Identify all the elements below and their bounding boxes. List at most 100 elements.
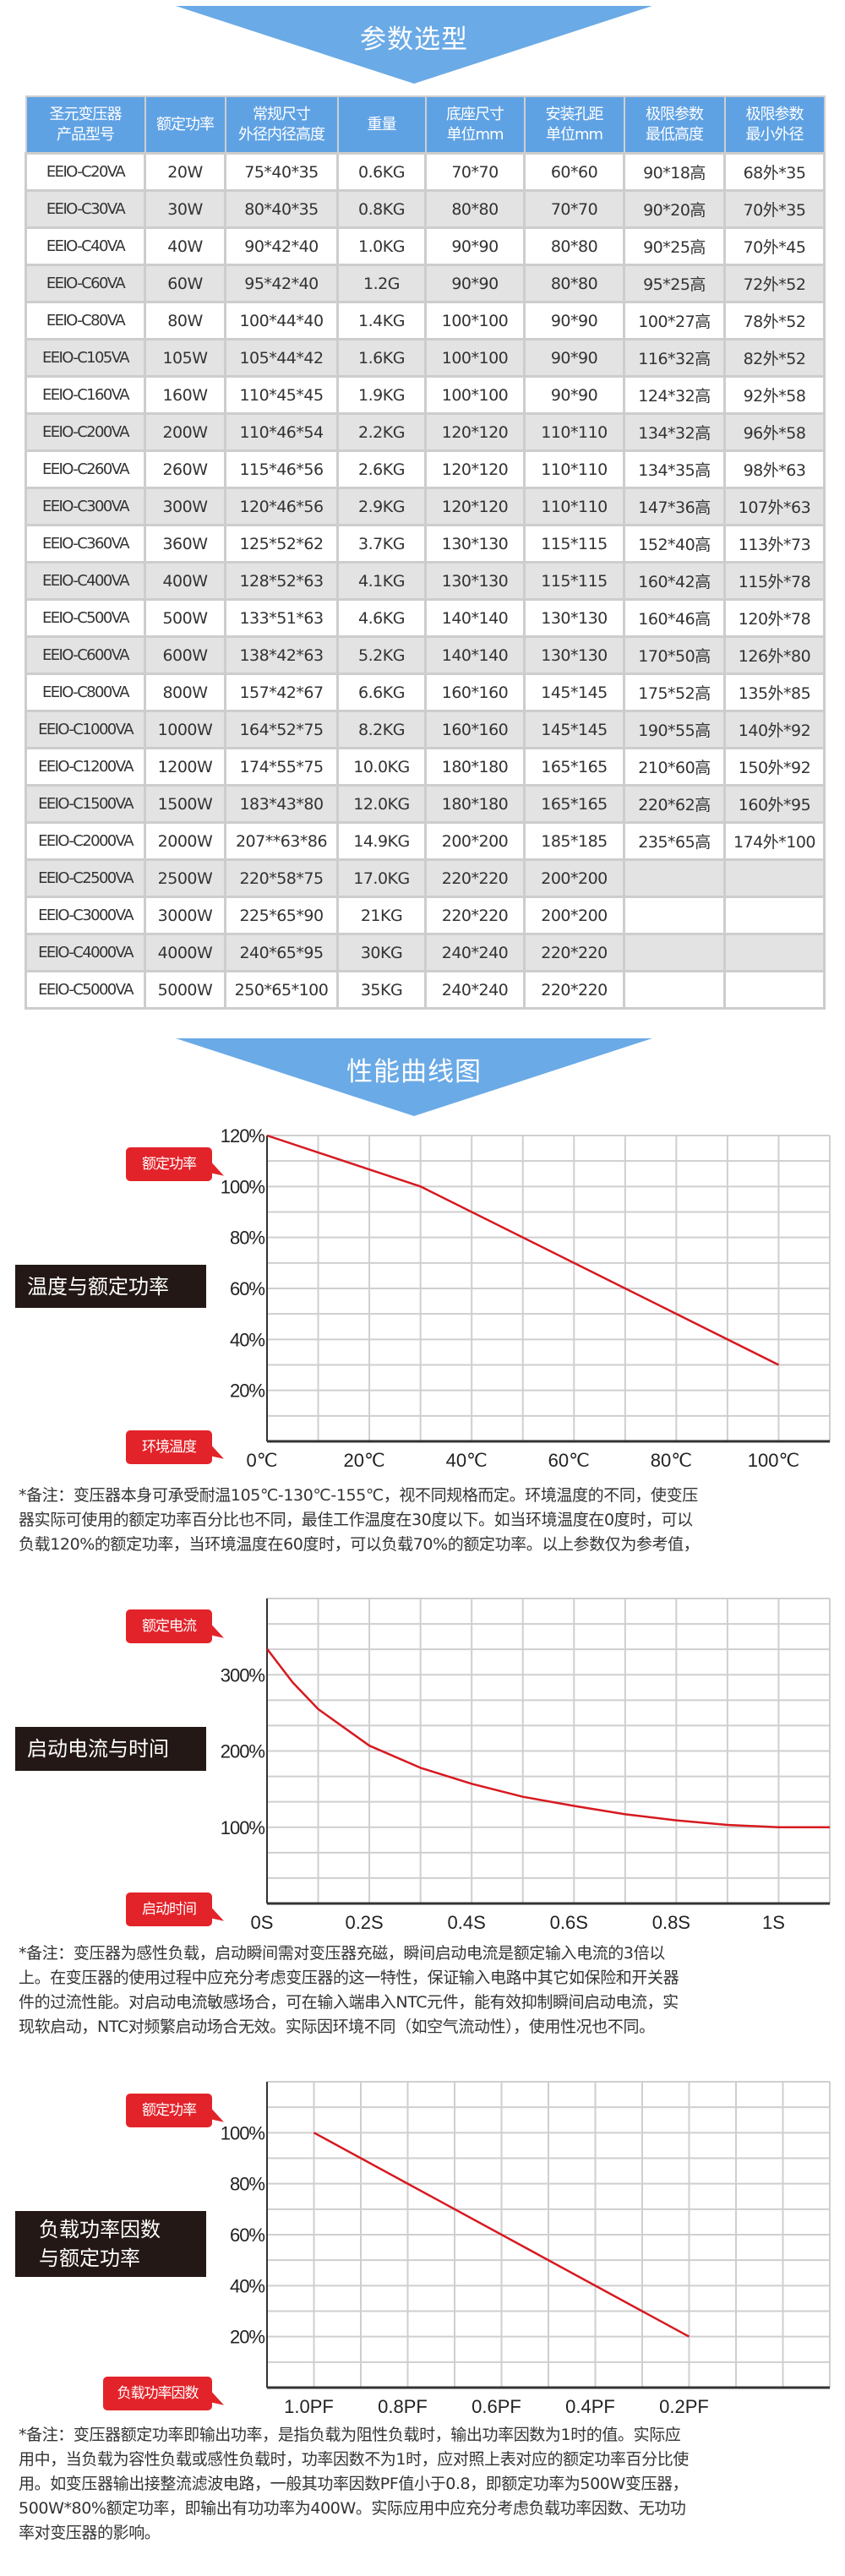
table-cell: 360W — [144, 524, 226, 564]
table-cell: 600W — [144, 635, 226, 675]
table-cell: 40W — [144, 226, 226, 266]
table-cell: 124*32高 — [623, 375, 726, 415]
table-cell: 6.6KG — [336, 673, 427, 712]
table-cell: EEIO-C2000VA — [25, 821, 146, 861]
table-cell: 200*200 — [424, 821, 526, 861]
table-cell: 160外*95 — [723, 784, 826, 824]
table-cell: 1.2G — [336, 264, 427, 303]
table-cell: 70外*35 — [723, 189, 826, 229]
table-cell: 240*240 — [424, 933, 526, 972]
table-cell: 183*43*80 — [224, 784, 339, 824]
table-cell: 115*46*56 — [224, 449, 339, 489]
table-cell: 2.2KG — [336, 412, 427, 452]
note-line: 500W*80%额定功率，即输出有功功率为400W。实际应用中应充分考虑负载功率… — [19, 2499, 686, 2518]
x-tick-label: 0.2PF — [659, 2396, 709, 2417]
table-cell: 2500W — [144, 858, 226, 898]
table-cell: 60W — [144, 264, 226, 303]
table-cell: 115*115 — [523, 524, 625, 564]
table-row: EEIO-C360VA 360W 125*52*62 3.7KG 130*130 115*… — [25, 524, 826, 564]
table-cell: EEIO-C5000VA — [25, 970, 146, 1010]
table-cell: EEIO-C20VA — [25, 152, 146, 192]
table-cell: 174*55*75 — [224, 747, 339, 787]
note-line: 现软启动，NTC对频繁启动场合无效。实际因环境不同（如空气流动性），使用性况也不… — [19, 2018, 655, 2036]
table-cell: 1500W — [144, 784, 226, 824]
table-row: EEIO-C400VA 400W 128*52*63 4.1KG 130*130 115*… — [25, 561, 826, 601]
table-cell: EEIO-C1200VA — [25, 747, 146, 787]
section-title: 参数选型 — [360, 25, 468, 55]
table-cell: EEIO-C40VA — [25, 226, 146, 266]
table-cell: 120*120 — [424, 487, 526, 526]
table-cell: 70*70 — [523, 189, 625, 229]
table-cell: 100*27高 — [623, 301, 726, 340]
table-cell: EEIO-C30VA — [25, 189, 146, 229]
table-row: EEIO-C300VA 300W 120*46*56 2.9KG 120*120 110*… — [25, 487, 826, 526]
table-cell: 200W — [144, 412, 226, 452]
table-cell: 147*36高 — [623, 487, 726, 526]
table-cell: 92外*58 — [723, 375, 826, 415]
y-axis-callout: 额定功率 — [126, 1147, 212, 1181]
y-tick-label: 80% — [230, 1228, 264, 1249]
table-cell: 1.9KG — [336, 375, 427, 415]
table-row: EEIO-C2500VA 2500W 220*58*75 17.0KG 220*220 2… — [25, 858, 826, 898]
table-cell: 1.4KG — [336, 301, 427, 340]
table-cell: 180*180 — [424, 747, 526, 787]
table-cell: 180*180 — [424, 784, 526, 824]
table-cell: 1.0KG — [336, 226, 427, 266]
table-row: EEIO-C4000VA 4000W 240*65*95 30KG 240*240 220… — [25, 933, 826, 972]
table-header-row: 圣元变压器 产品型号 额定功率 常规尺寸 外径内径高度 重量 底座尺寸 单位mm 安装孔距 单位m… — [25, 95, 826, 155]
column-header: 极限参数 最低高度 — [623, 95, 726, 155]
table-cell: 35KG — [336, 970, 427, 1010]
note-line: 用中，当负载为容性负载或感性负载时，功率因数不为1时，应对照上表对应的额定功率百… — [19, 2450, 689, 2469]
table-cell: 174外*100 — [723, 821, 826, 861]
table-cell: 126外*80 — [723, 635, 826, 675]
table-cell — [623, 858, 726, 898]
table-row: EEIO-C80VA 80W 100*44*40 1.4KG 100*100 90*90 1… — [25, 301, 826, 340]
table-cell: 90*90 — [523, 338, 625, 378]
data-curve — [313, 2132, 690, 2338]
table-cell: 157*42*67 — [224, 673, 339, 712]
table-cell: 90*18高 — [623, 152, 726, 192]
table-cell: 70外*45 — [723, 226, 826, 266]
note-startup-current: *备注：变压器为感性负载，启动瞬间需对变压器充磁，瞬间启动电流是额定输入电流的3… — [19, 1942, 830, 2040]
table-cell: 72外*52 — [723, 264, 826, 303]
table-cell: 82外*52 — [723, 338, 826, 378]
y-tick-label: 80% — [230, 2174, 264, 2195]
y-tick-label: 100% — [221, 1817, 265, 1838]
table-row: EEIO-C3000VA 3000W 225*65*90 21KG 220*220 200… — [25, 896, 826, 935]
data-curve — [266, 1647, 830, 1829]
table-row: EEIO-C200VA 200W 110*46*54 2.2KG 120*120 110*… — [25, 412, 826, 452]
table-cell: 175*52高 — [623, 673, 726, 712]
table-cell: 260W — [144, 449, 226, 489]
table-cell: 500W — [144, 598, 226, 638]
table-cell: 160*46高 — [623, 598, 726, 638]
table-cell: 300W — [144, 487, 226, 526]
table-cell: 400W — [144, 561, 226, 601]
column-header: 额定功率 — [144, 95, 226, 155]
table-cell: 8.2KG — [336, 710, 427, 749]
table-cell: 80*80 — [424, 189, 526, 229]
table-cell: 120*120 — [424, 412, 526, 452]
table-row: EEIO-C800VA 800W 157*42*67 6.6KG 160*160 145*… — [25, 673, 826, 712]
table-cell: 5.2KG — [336, 635, 427, 675]
table-cell: 160*42高 — [623, 561, 726, 601]
y-axis-callout: 额定功率 — [126, 2094, 212, 2127]
x-tick-label: 0S — [251, 1912, 274, 1933]
table-cell: 145*145 — [523, 673, 625, 712]
note-line: 负载120%的额定功率，当环境温度在60度时，可以负载70%的额定功率。以上参数… — [19, 1535, 700, 1554]
table-cell: 2.6KG — [336, 449, 427, 489]
table-cell: 68外*35 — [723, 152, 826, 192]
table-cell: 170*50高 — [623, 635, 726, 675]
table-cell: 90*90 — [424, 264, 526, 303]
table-cell: EEIO-C4000VA — [25, 933, 146, 972]
table-cell: 5000W — [144, 970, 226, 1010]
table-cell: 120*46*56 — [224, 487, 339, 526]
x-tick-label: 0.8S — [652, 1912, 690, 1933]
note-line: 上。在变压器的使用过程中应充分考虑变压器的这一特性，保证输入电路中其它如保险和开… — [19, 1969, 679, 1987]
x-tick-label: 0.6S — [550, 1912, 588, 1933]
column-header: 常规尺寸 外径内径高度 — [224, 95, 339, 155]
table-cell: 90*90 — [523, 375, 625, 415]
x-tick-label: 100℃ — [748, 1450, 799, 1471]
section-banner-curves: 性能曲线图 — [176, 1038, 652, 1116]
note-power-factor: *备注：变压器额定功率即输出功率，是指负载为阻性负载时，输出功率因数为1时的值。… — [19, 2423, 830, 2546]
table-cell: 130*130 — [523, 635, 625, 675]
